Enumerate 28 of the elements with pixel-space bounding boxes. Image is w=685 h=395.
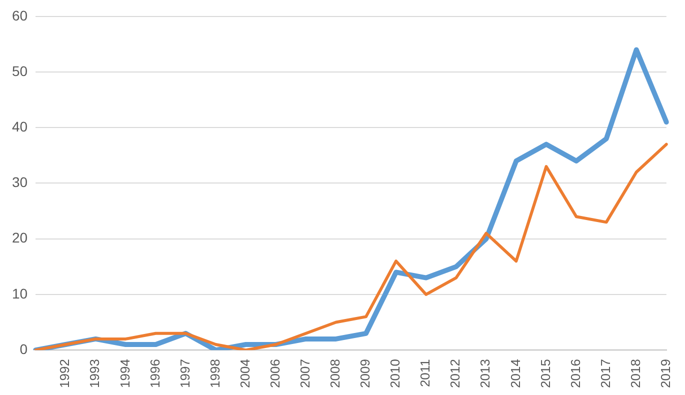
y-tick-label: 0 xyxy=(20,340,28,357)
x-tick-label: 1994 xyxy=(117,359,132,388)
x-tick-label: 2019 xyxy=(658,359,673,388)
x-tick-label: 1997 xyxy=(177,359,192,388)
y-tick-label: 20 xyxy=(12,230,28,246)
x-tick-label: 1992 xyxy=(57,359,72,388)
x-tick-label: 2015 xyxy=(538,359,553,388)
x-tick-label: 2007 xyxy=(298,359,313,388)
x-tick-label: 2012 xyxy=(448,359,463,388)
y-tick-label: 30 xyxy=(12,174,28,190)
x-tick-label: 1996 xyxy=(147,359,162,388)
x-tick-label: 2011 xyxy=(418,359,433,388)
x-tick-label: 2013 xyxy=(478,359,493,388)
y-tick-label: 10 xyxy=(12,285,28,302)
x-tick-label: 2016 xyxy=(568,359,583,388)
x-tick-label: 2006 xyxy=(267,359,282,388)
y-tick-label: 50 xyxy=(12,62,28,79)
x-tick-label: 2014 xyxy=(508,359,523,388)
x-tick-label: 2004 xyxy=(237,359,252,388)
y-tick-label: 60 xyxy=(12,7,28,24)
y-tick-label: 40 xyxy=(12,118,28,134)
x-tick-label: 1998 xyxy=(207,359,222,388)
x-tick-label: 2008 xyxy=(328,359,343,388)
x-tick-label: 2017 xyxy=(598,359,613,388)
x-tick-label: 1993 xyxy=(87,359,102,388)
x-tick-label: 2009 xyxy=(358,359,373,388)
x-tick-label: 2018 xyxy=(628,359,643,388)
x-tick-label: 2010 xyxy=(388,359,403,388)
